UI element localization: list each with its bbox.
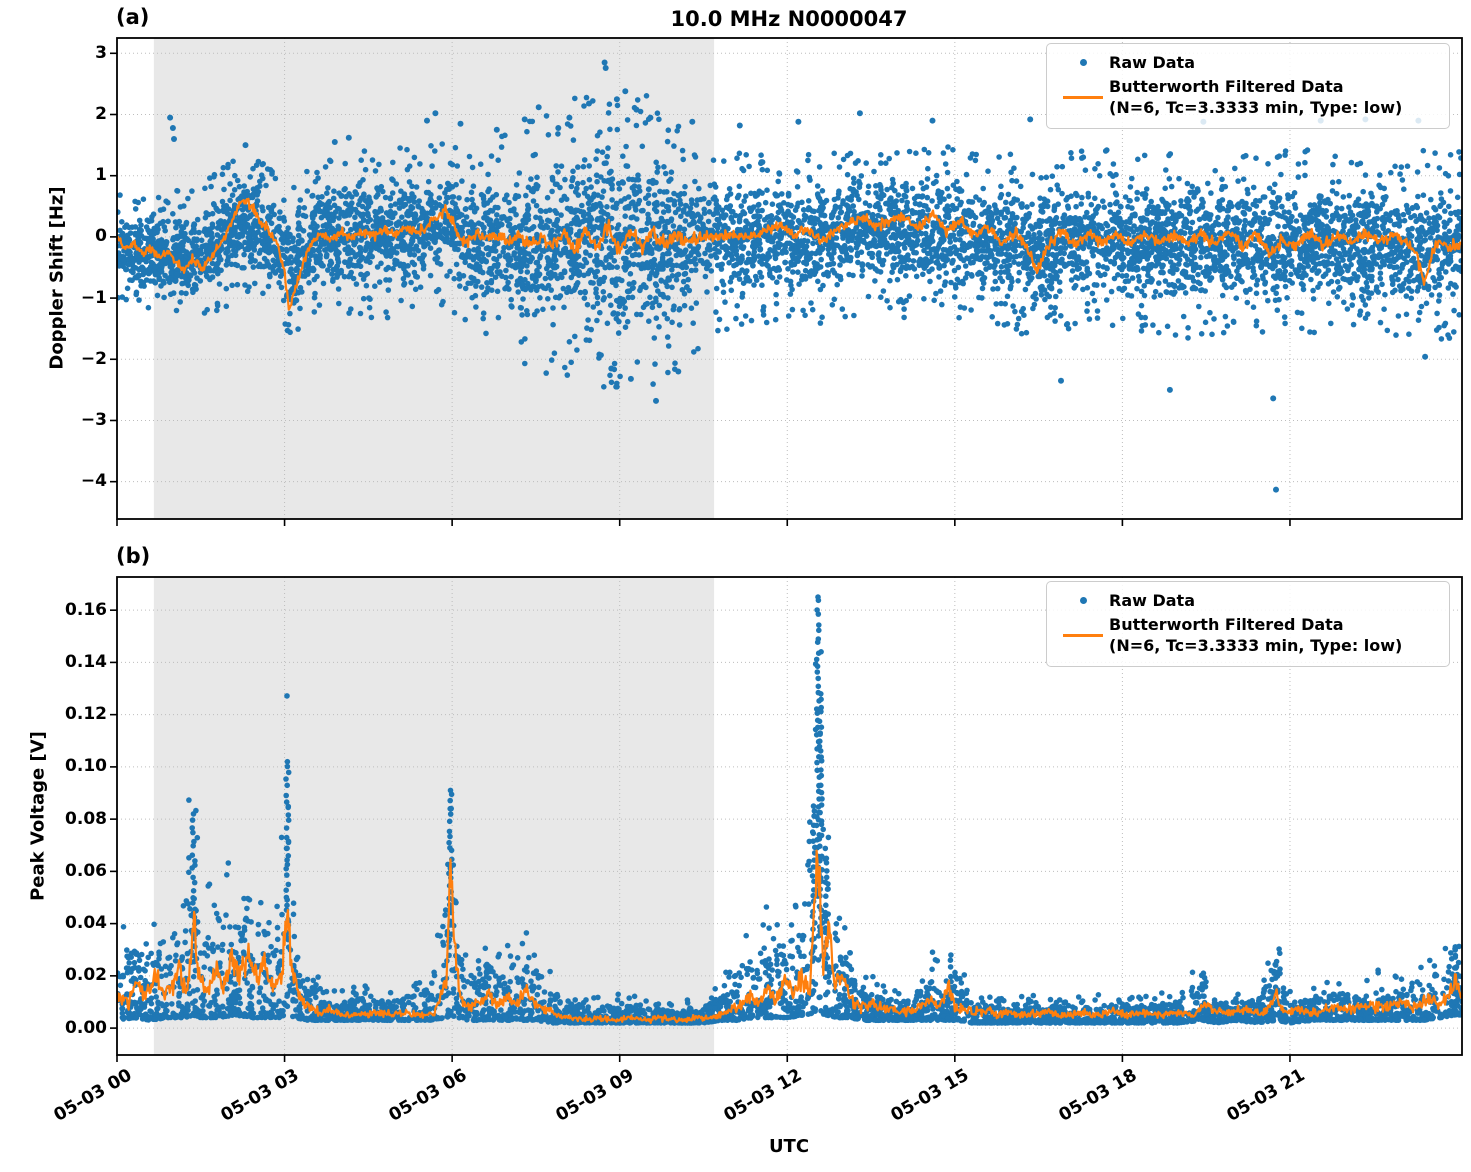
legend-filtered-label: Butterworth Filtered Data (N=6, Tc=3.333… (1109, 614, 1403, 656)
panel-b-legend: Raw Data Butterworth Filtered Data (N=6,… (1046, 581, 1450, 667)
raw-data-scatter (117, 59, 1462, 493)
panel-a-ticks (110, 52, 1291, 526)
panel-b-y-tick-label: 0.08 (65, 808, 107, 829)
panel-a-plot-area (117, 38, 1462, 519)
x-axis-label: UTC (768, 1136, 810, 1157)
panel-b-y-tick-label: 0.12 (65, 704, 107, 725)
panel-b-y-tick-label: 0.02 (65, 965, 107, 986)
raw-data-dot-icon (1057, 597, 1109, 605)
panel-b-y-tick-label: 0.04 (65, 913, 107, 934)
panel-a-y-tick-label: 0 (95, 226, 107, 247)
panel-b-y-tick-label: 0.06 (65, 860, 107, 881)
panel-a-legend: Raw Data Butterworth Filtered Data (N=6,… (1046, 43, 1450, 129)
panel-a-y-tick-label: 1 (95, 165, 107, 186)
legend-raw-label: Raw Data (1109, 53, 1195, 72)
butterworth-filtered-line (117, 849, 1462, 1025)
panel-a-y-tick-label: −2 (80, 348, 107, 369)
panel-a-y-tick-label: 3 (95, 42, 107, 63)
panel-a-y-axis-label: Doppler Shift [Hz] (46, 186, 68, 370)
panel-a-label: (a) (116, 5, 150, 29)
filtered-line-icon (1057, 633, 1109, 637)
legend-entry-raw: Raw Data (1057, 52, 1439, 74)
panel-a-spines (116, 37, 1463, 520)
panel-b-y-tick-label: 0.10 (65, 756, 107, 777)
panel-b-ticks (110, 609, 1291, 1062)
shaded-night-region (153, 38, 715, 519)
legend-entry-filtered: Butterworth Filtered Data (N=6, Tc=3.333… (1057, 76, 1439, 119)
panel-a-y-tick-label: 2 (95, 103, 107, 124)
panel-b-plot-area (117, 577, 1462, 1055)
legend-entry-raw: Raw Data (1057, 590, 1439, 612)
panel-b-spines (116, 576, 1463, 1056)
panel-b-label: (b) (116, 544, 151, 568)
panel-b-y-tick-label: 0.16 (65, 599, 107, 620)
panel-b-y-tick-label: 0.14 (65, 651, 107, 672)
panel-a-y-tick-label: −4 (80, 471, 107, 492)
legend-filtered-label: Butterworth Filtered Data (N=6, Tc=3.333… (1109, 76, 1403, 118)
legend-raw-label: Raw Data (1109, 591, 1195, 610)
filtered-line-icon (1057, 95, 1109, 99)
figure-title: 10.0 MHz N0000047 (670, 7, 908, 31)
panel-a-y-tick-label: −1 (80, 287, 107, 308)
panel-a-y-tick-label: −3 (80, 409, 107, 430)
butterworth-filtered-line (117, 197, 1462, 311)
raw-data-dot-icon (1057, 59, 1109, 67)
legend-entry-filtered: Butterworth Filtered Data (N=6, Tc=3.333… (1057, 614, 1439, 657)
panel-b-y-tick-label: 0.00 (65, 1017, 107, 1038)
